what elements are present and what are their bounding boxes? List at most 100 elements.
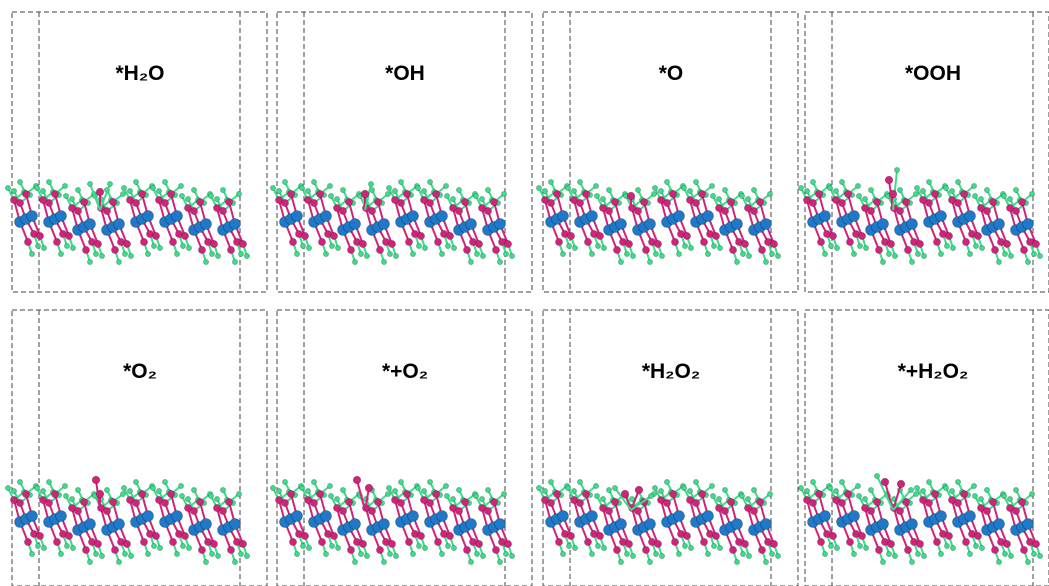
panel-frame [805,12,1049,292]
atom [41,245,46,250]
atom [734,559,739,564]
atom [971,483,976,488]
atom [196,498,203,505]
atom [536,185,541,190]
atom [335,245,340,250]
atom [504,240,511,247]
atom [647,259,652,264]
atom [16,499,23,506]
atom [94,540,101,547]
atom [479,196,484,201]
atom [133,479,138,484]
atom [763,259,768,264]
atom [174,551,179,556]
atom [276,188,281,193]
atom [270,485,275,490]
atom [385,191,390,196]
atom [647,559,652,564]
atom [914,485,919,490]
atom [1002,251,1007,256]
atom [625,540,632,547]
atom [427,179,432,184]
atom [327,183,332,188]
atom [492,546,499,553]
atom [270,185,275,190]
atom [945,232,952,239]
atom [305,188,310,193]
atom [887,240,894,247]
atom [683,232,690,239]
atom [640,198,647,205]
atom [45,499,52,506]
atom [69,496,74,501]
atom [1013,187,1018,192]
atom [439,551,444,556]
atom [74,207,81,214]
atom [219,207,226,214]
atom [198,546,205,553]
atom [1031,251,1036,256]
atom [5,485,10,490]
atom [885,176,893,184]
atom [334,196,339,201]
atom [1013,487,1018,492]
atom [769,551,774,556]
atom [161,199,168,206]
atom [503,551,508,556]
atom [70,545,75,550]
atom [501,191,506,196]
atom [682,543,687,548]
atom [756,198,763,205]
atom [582,190,589,197]
atom [408,511,419,522]
atom [140,538,147,545]
atom [35,243,40,248]
atom [386,185,391,190]
atom [208,193,213,198]
atom [374,198,381,205]
atom [745,196,750,201]
atom [761,519,772,530]
atom [63,493,68,498]
atom [490,198,497,205]
atom [434,538,441,545]
atom [827,485,832,490]
atom [584,538,591,545]
atom [340,187,345,192]
atom [339,507,346,514]
atom [630,253,635,258]
atom [186,545,191,550]
atom [740,551,745,556]
atom [739,193,744,198]
atom [896,507,903,514]
atom [611,198,618,205]
atom [58,251,63,256]
atom [652,185,657,190]
atom [361,190,369,198]
atom [769,251,774,256]
atom [123,540,130,547]
atom [282,179,287,184]
atoms [798,479,1042,564]
atom [186,245,191,250]
atom [316,490,323,497]
atom [962,238,969,245]
atom [605,207,612,214]
atom [817,238,824,245]
atom [311,479,316,484]
atom [920,188,925,193]
atom [1018,198,1025,205]
atom [121,185,126,190]
atom [495,219,506,230]
atom [456,187,461,192]
atom [601,545,606,550]
atom [921,553,926,558]
atom [572,545,577,550]
atom [902,198,909,205]
atom [230,519,241,530]
atom [466,519,477,530]
atom [555,238,562,245]
atom [849,211,860,222]
atom [635,187,640,192]
atom [426,199,433,206]
